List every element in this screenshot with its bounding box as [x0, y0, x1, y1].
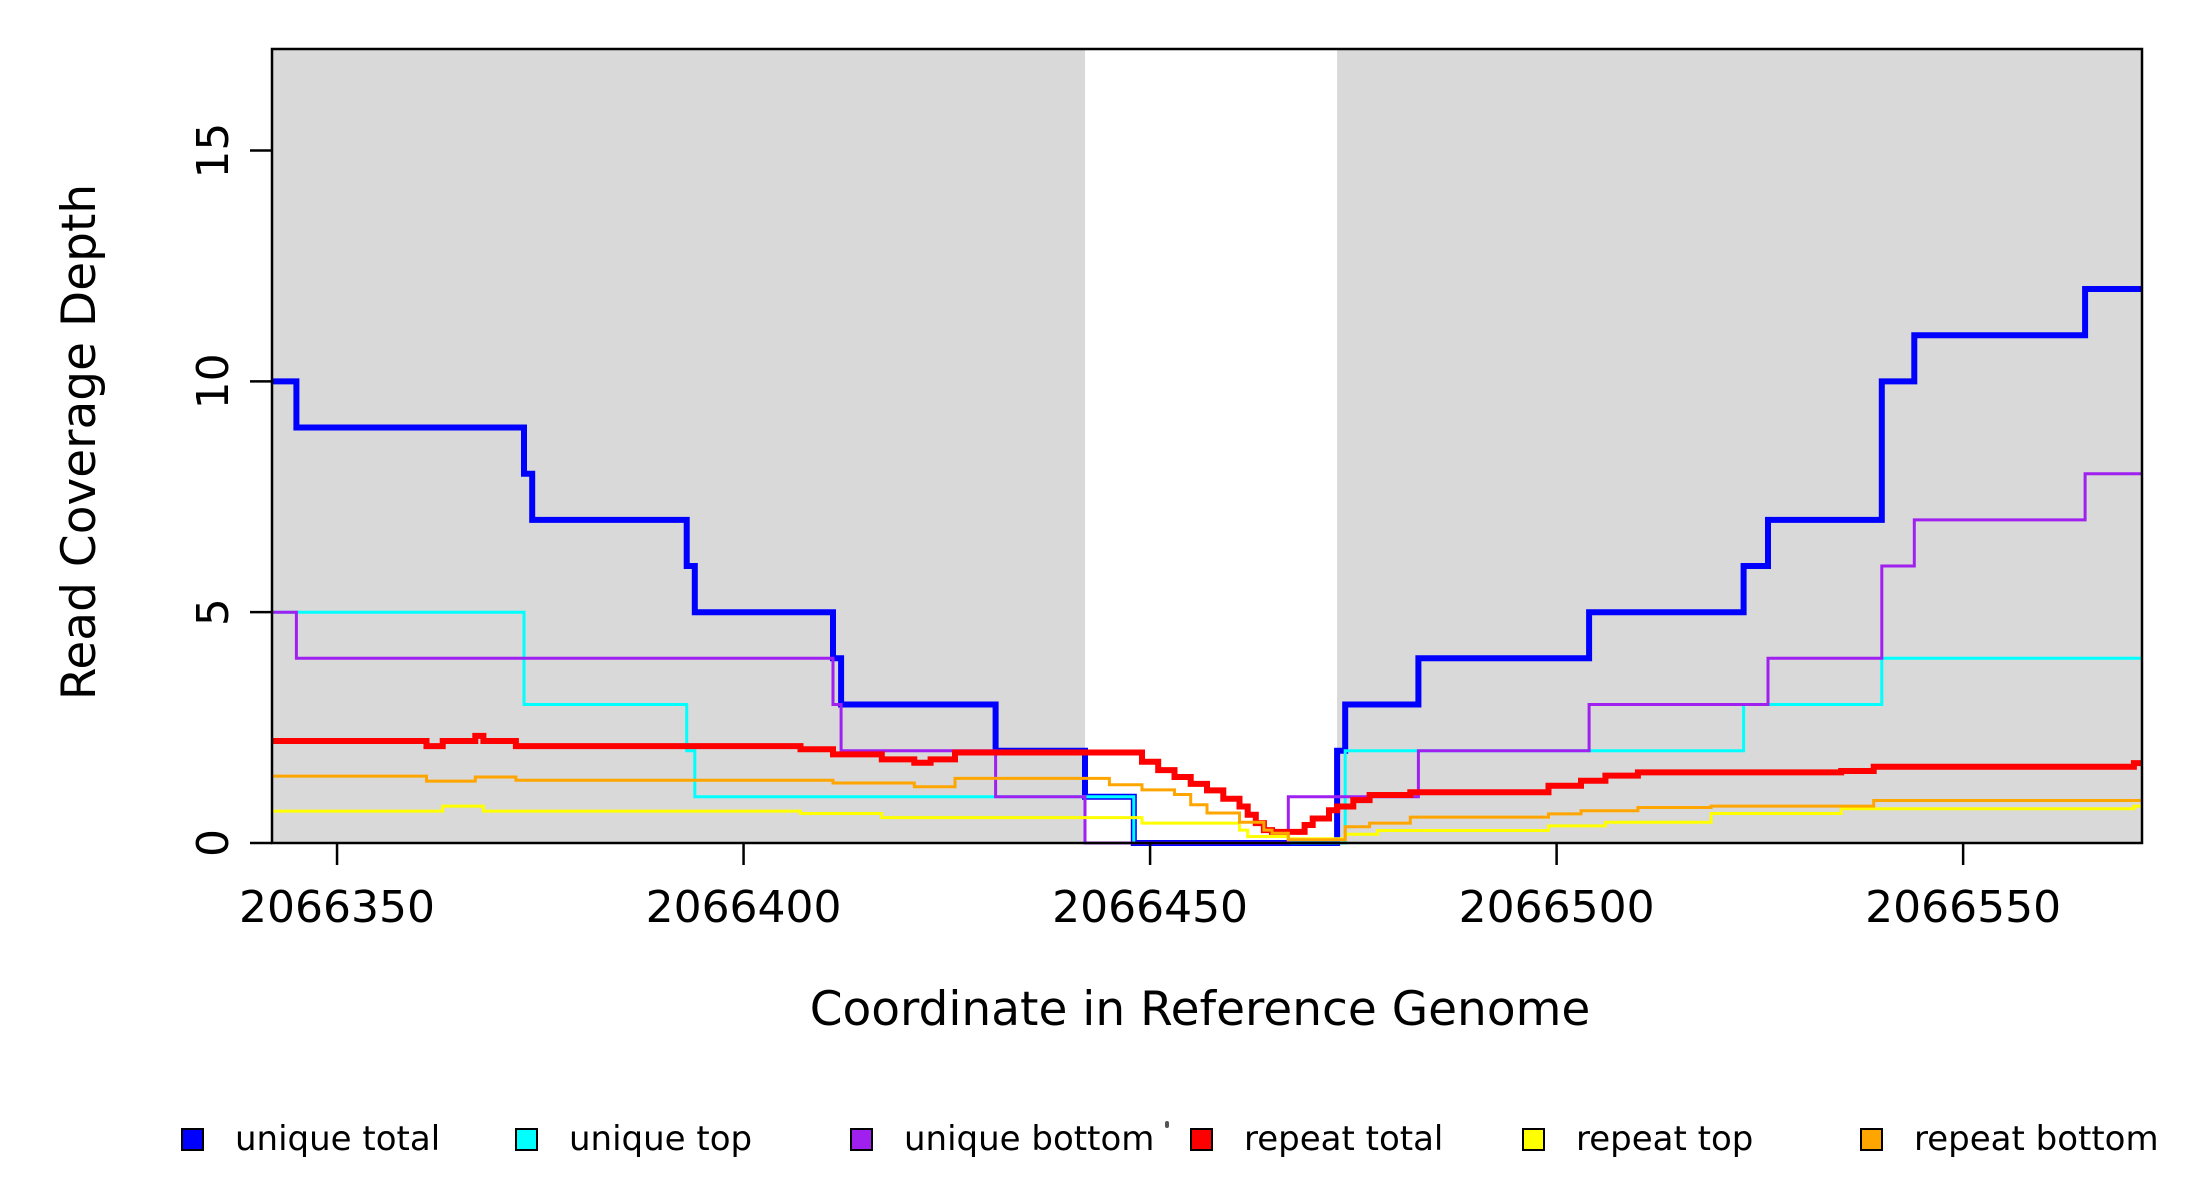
- y-tick-label: 5: [188, 598, 239, 626]
- series-unique-top: [272, 610, 2142, 845]
- x-tick-label: 2066500: [1459, 882, 1655, 933]
- legend-swatch-unique-bottom: [850, 1127, 873, 1151]
- x-tick-label: 2066350: [239, 882, 435, 933]
- legend-label: repeat total: [1244, 1119, 1444, 1159]
- legend-item-repeat-top: repeat top: [1522, 1116, 1753, 1162]
- legend-item-repeat-total: repeat total: [1190, 1116, 1443, 1162]
- legend-swatch-unique-top: [515, 1127, 538, 1151]
- legend-swatch-repeat-bottom: [1860, 1127, 1883, 1151]
- y-tick-label: 0: [188, 829, 239, 857]
- legend-item-repeat-bottom: repeat bottom: [1860, 1116, 2159, 1162]
- series-repeat-total: [272, 732, 2142, 835]
- x-tick-label: 2066400: [646, 882, 842, 933]
- legend-swatch-repeat-top: [1522, 1127, 1545, 1151]
- legend-label: unique total: [235, 1119, 441, 1159]
- legend-label: unique bottom: [904, 1119, 1155, 1159]
- shaded-region-0: [272, 49, 1086, 843]
- shaded-region-1: [1337, 49, 2142, 843]
- y-tick-label: 10: [188, 353, 239, 409]
- x-tick-label: 2066450: [1052, 882, 1248, 933]
- legend-label: repeat top: [1576, 1119, 1754, 1159]
- legend-swatch-unique-total: [181, 1127, 204, 1151]
- stray-mark: [1165, 1121, 1169, 1128]
- legend-swatch-repeat-total: [1190, 1127, 1213, 1151]
- x-tick-label: 2066550: [1865, 882, 2061, 933]
- plot-box: [270, 47, 2144, 845]
- series-repeat-bottom: [272, 774, 2142, 842]
- legend: unique total unique top unique bottom repea…: [0, 1116, 2200, 1166]
- legend-item-unique-total: unique total: [181, 1116, 440, 1162]
- y-tick-label: 15: [188, 123, 239, 179]
- series-unique-bottom: [272, 472, 2142, 845]
- legend-item-unique-bottom: unique bottom: [850, 1116, 1154, 1162]
- legend-label: repeat bottom: [1914, 1119, 2159, 1159]
- legend-label: unique top: [569, 1119, 753, 1159]
- x-axis-title: Coordinate in Reference Genome: [810, 982, 1591, 1037]
- legend-item-unique-top: unique top: [515, 1116, 752, 1162]
- y-axis-title: Read Coverage Depth: [52, 184, 107, 700]
